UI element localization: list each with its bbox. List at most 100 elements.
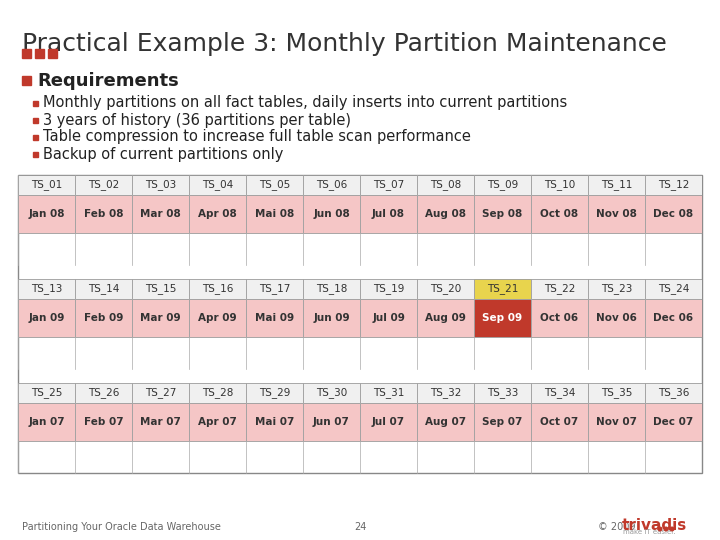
Bar (303, 299, 360, 337)
Text: Sep 07: Sep 07 (482, 417, 523, 427)
Text: TS_01: TS_01 (31, 179, 62, 191)
Bar (531, 195, 588, 233)
Text: Mai 09: Mai 09 (255, 313, 294, 323)
Text: trivadis: trivadis (622, 517, 688, 532)
Text: Jun 07: Jun 07 (313, 417, 350, 427)
Text: TS_07: TS_07 (373, 179, 404, 191)
Text: TS_36: TS_36 (658, 388, 689, 399)
Bar (360, 299, 417, 337)
Bar (18, 175, 75, 195)
Bar (303, 175, 360, 195)
Bar (132, 403, 189, 441)
Text: Apr 07: Apr 07 (198, 417, 237, 427)
Circle shape (658, 527, 662, 531)
Bar (303, 383, 360, 403)
Bar (48, 49, 57, 58)
Text: TS_30: TS_30 (316, 388, 347, 399)
Text: Feb 08: Feb 08 (84, 209, 123, 219)
Bar (645, 195, 702, 233)
Text: Aug 09: Aug 09 (425, 313, 466, 323)
Bar (246, 195, 303, 233)
Bar (360, 383, 417, 403)
Bar (132, 195, 189, 233)
Bar (474, 195, 531, 233)
Text: TS_17: TS_17 (258, 284, 290, 294)
Bar (246, 175, 303, 195)
Text: Table compression to increase full table scan performance: Table compression to increase full table… (43, 130, 471, 145)
Bar (18, 279, 75, 299)
Text: Nov 07: Nov 07 (596, 417, 637, 427)
Bar (75, 403, 132, 441)
Text: TS_33: TS_33 (487, 388, 518, 399)
Bar (18, 175, 702, 473)
Text: Nov 06: Nov 06 (596, 313, 637, 323)
Bar (588, 403, 645, 441)
Bar (360, 195, 417, 233)
Text: Jul 07: Jul 07 (372, 417, 405, 427)
Bar (22, 76, 31, 85)
Bar (417, 195, 474, 233)
Text: TS_10: TS_10 (544, 179, 575, 191)
Text: Sep 08: Sep 08 (482, 209, 523, 219)
Text: Jul 09: Jul 09 (372, 313, 405, 323)
Bar (303, 279, 360, 299)
Text: Jun 09: Jun 09 (313, 313, 350, 323)
Text: Mar 07: Mar 07 (140, 417, 181, 427)
Text: TS_04: TS_04 (202, 179, 233, 191)
Text: Jun 08: Jun 08 (313, 209, 350, 219)
Bar (474, 299, 531, 337)
Bar (588, 279, 645, 299)
Bar (531, 279, 588, 299)
Bar (303, 403, 360, 441)
Text: TS_05: TS_05 (259, 179, 290, 191)
Text: Mai 08: Mai 08 (255, 209, 294, 219)
Text: TS_28: TS_28 (202, 388, 233, 399)
Text: TS_26: TS_26 (88, 388, 120, 399)
Bar (645, 175, 702, 195)
Bar (645, 279, 702, 299)
Text: Sep 09: Sep 09 (482, 313, 523, 323)
Bar (189, 195, 246, 233)
Bar (75, 299, 132, 337)
Text: TS_11: TS_11 (600, 179, 632, 191)
Bar (246, 403, 303, 441)
Text: TS_20: TS_20 (430, 284, 461, 294)
Text: TS_06: TS_06 (316, 179, 347, 191)
Text: Mar 08: Mar 08 (140, 209, 181, 219)
Text: TS_13: TS_13 (31, 284, 62, 294)
Bar (75, 279, 132, 299)
Text: Mar 09: Mar 09 (140, 313, 181, 323)
Text: TS_08: TS_08 (430, 179, 461, 191)
Bar (645, 403, 702, 441)
Bar (132, 299, 189, 337)
Bar (189, 403, 246, 441)
Bar (18, 383, 75, 403)
Bar (531, 175, 588, 195)
Text: Aug 08: Aug 08 (425, 209, 466, 219)
Bar (588, 195, 645, 233)
Text: Feb 07: Feb 07 (84, 417, 123, 427)
Bar (474, 279, 531, 299)
Bar (132, 383, 189, 403)
Text: Requirements: Requirements (37, 72, 179, 90)
Text: Practical Example 3: Monthly Partition Maintenance: Practical Example 3: Monthly Partition M… (22, 32, 667, 56)
Bar (474, 403, 531, 441)
Text: Jan 08: Jan 08 (28, 209, 65, 219)
Bar (531, 403, 588, 441)
Text: Oct 06: Oct 06 (541, 313, 579, 323)
Bar (75, 383, 132, 403)
Bar (531, 299, 588, 337)
Bar (360, 403, 417, 441)
Bar (360, 175, 417, 195)
Text: Oct 07: Oct 07 (541, 417, 579, 427)
Text: Dec 07: Dec 07 (653, 417, 693, 427)
Text: TS_18: TS_18 (316, 284, 347, 294)
Bar (189, 383, 246, 403)
Text: TS_03: TS_03 (145, 179, 176, 191)
Text: TS_27: TS_27 (145, 388, 176, 399)
Text: Dec 06: Dec 06 (654, 313, 693, 323)
Bar (246, 279, 303, 299)
Text: Monthly partitions on all fact tables, daily inserts into current partitions: Monthly partitions on all fact tables, d… (43, 96, 567, 111)
Bar (246, 299, 303, 337)
Bar (417, 383, 474, 403)
